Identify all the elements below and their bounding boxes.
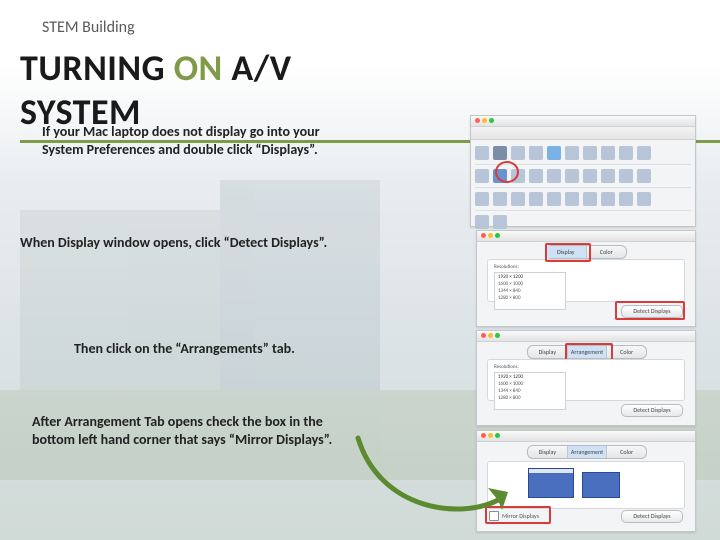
tab2-display[interactable]: Display <box>528 346 568 358</box>
tab3-arrangement[interactable]: Arrangement <box>568 446 608 458</box>
screenshot-arrangement-tab: Display Arrangement Color Resolutions: 1… <box>476 330 696 426</box>
detect-displays-button-2[interactable]: Detect Displays <box>621 404 683 417</box>
title-prefix: TURNING <box>20 46 174 90</box>
monitor-main <box>528 468 574 498</box>
step-1-line-1: If your Mac laptop does not display go i… <box>42 123 320 141</box>
resolutions-label-2: Resolutions: <box>494 364 519 370</box>
step-3-line: Then click on the “Arrangements” tab. <box>74 340 295 358</box>
step-4: After Arrangement Tab opens check the bo… <box>32 413 332 448</box>
annotation-detect-box <box>615 301 685 320</box>
step-3: Then click on the “Arrangements” tab. <box>74 340 295 358</box>
resolutions-label: Resolutions: <box>494 264 519 270</box>
screenshot-mirror-displays: Display Arrangement Color Mirror Display… <box>476 430 696 532</box>
tab2-color[interactable]: Color <box>607 346 646 358</box>
header-small: STEM Building <box>42 18 135 37</box>
tab-color[interactable]: Color <box>587 246 627 258</box>
slide: STEM Building TURNING ON A/V SYSTEM If y… <box>0 0 720 540</box>
tab3-color[interactable]: Color <box>607 446 646 458</box>
annotation-tab-box-1 <box>545 243 591 262</box>
tab3-display[interactable]: Display <box>528 446 568 458</box>
step-1-line-2: System Preferences and double click “Dis… <box>42 141 320 159</box>
monitor-secondary <box>582 472 620 498</box>
step-2-line: When Display window opens, click “Detect… <box>20 234 327 252</box>
step-4-line-1: After Arrangement Tab opens check the bo… <box>32 413 332 431</box>
title-accent: ON <box>174 46 223 90</box>
step-4-line-2: bottom left hand corner that says “Mirro… <box>32 431 332 449</box>
detect-displays-button-3[interactable]: Detect Displays <box>621 510 683 523</box>
step-2: When Display window opens, click “Detect… <box>20 234 327 252</box>
screenshot-display-window: Display Color Resolutions: 1920 × 1200 1… <box>476 230 696 327</box>
annotation-mirror-box <box>485 506 551 524</box>
annotation-displays-circle <box>495 161 519 183</box>
step-1: If your Mac laptop does not display go i… <box>42 123 320 158</box>
screenshot-system-preferences <box>470 115 696 227</box>
